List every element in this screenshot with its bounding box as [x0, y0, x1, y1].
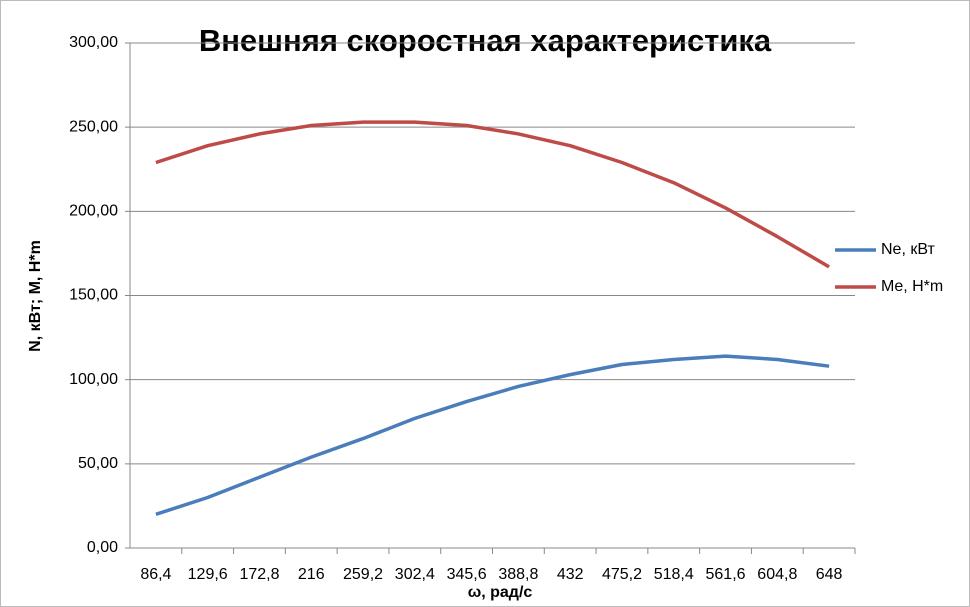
x-tick-label: 302,4: [395, 566, 435, 583]
y-axis-label: N, кВт; M, Н*m: [27, 240, 44, 352]
series-line: [155, 354, 830, 516]
x-tick-label: 129,6: [188, 566, 228, 583]
x-tick-label: 648: [816, 566, 843, 583]
y-tick-label: 150,00: [69, 287, 118, 304]
y-tick-label: 300,00: [69, 34, 118, 51]
x-tick-label: 345,6: [447, 566, 487, 583]
y-tick-label: 50,00: [78, 455, 118, 472]
y-tick-label: 100,00: [69, 371, 118, 388]
x-tick-label: 518,4: [654, 566, 694, 583]
y-tick-label: 250,00: [69, 118, 118, 135]
x-tick-label: 216: [298, 566, 325, 583]
x-tick-label: 604,8: [757, 566, 797, 583]
x-tick-label: 259,2: [343, 566, 383, 583]
legend-label: Me, Н*m: [881, 278, 943, 295]
legend-label: Ne, кВт: [881, 241, 935, 258]
x-axis-label: ω, рад/с: [468, 584, 533, 601]
x-tick-label: 86,4: [140, 566, 171, 583]
x-tick-label: 172,8: [239, 566, 279, 583]
x-tick-label: 561,6: [706, 566, 746, 583]
series-line: [155, 120, 830, 269]
chart-title: Внешняя скоростная характеристика: [199, 23, 772, 58]
x-tick-label: 388,8: [498, 566, 538, 583]
x-tick-label: 432: [557, 566, 584, 583]
y-tick-label: 0,00: [87, 539, 118, 556]
x-tick-label: 475,2: [602, 566, 642, 583]
y-tick-label: 200,00: [69, 203, 118, 220]
